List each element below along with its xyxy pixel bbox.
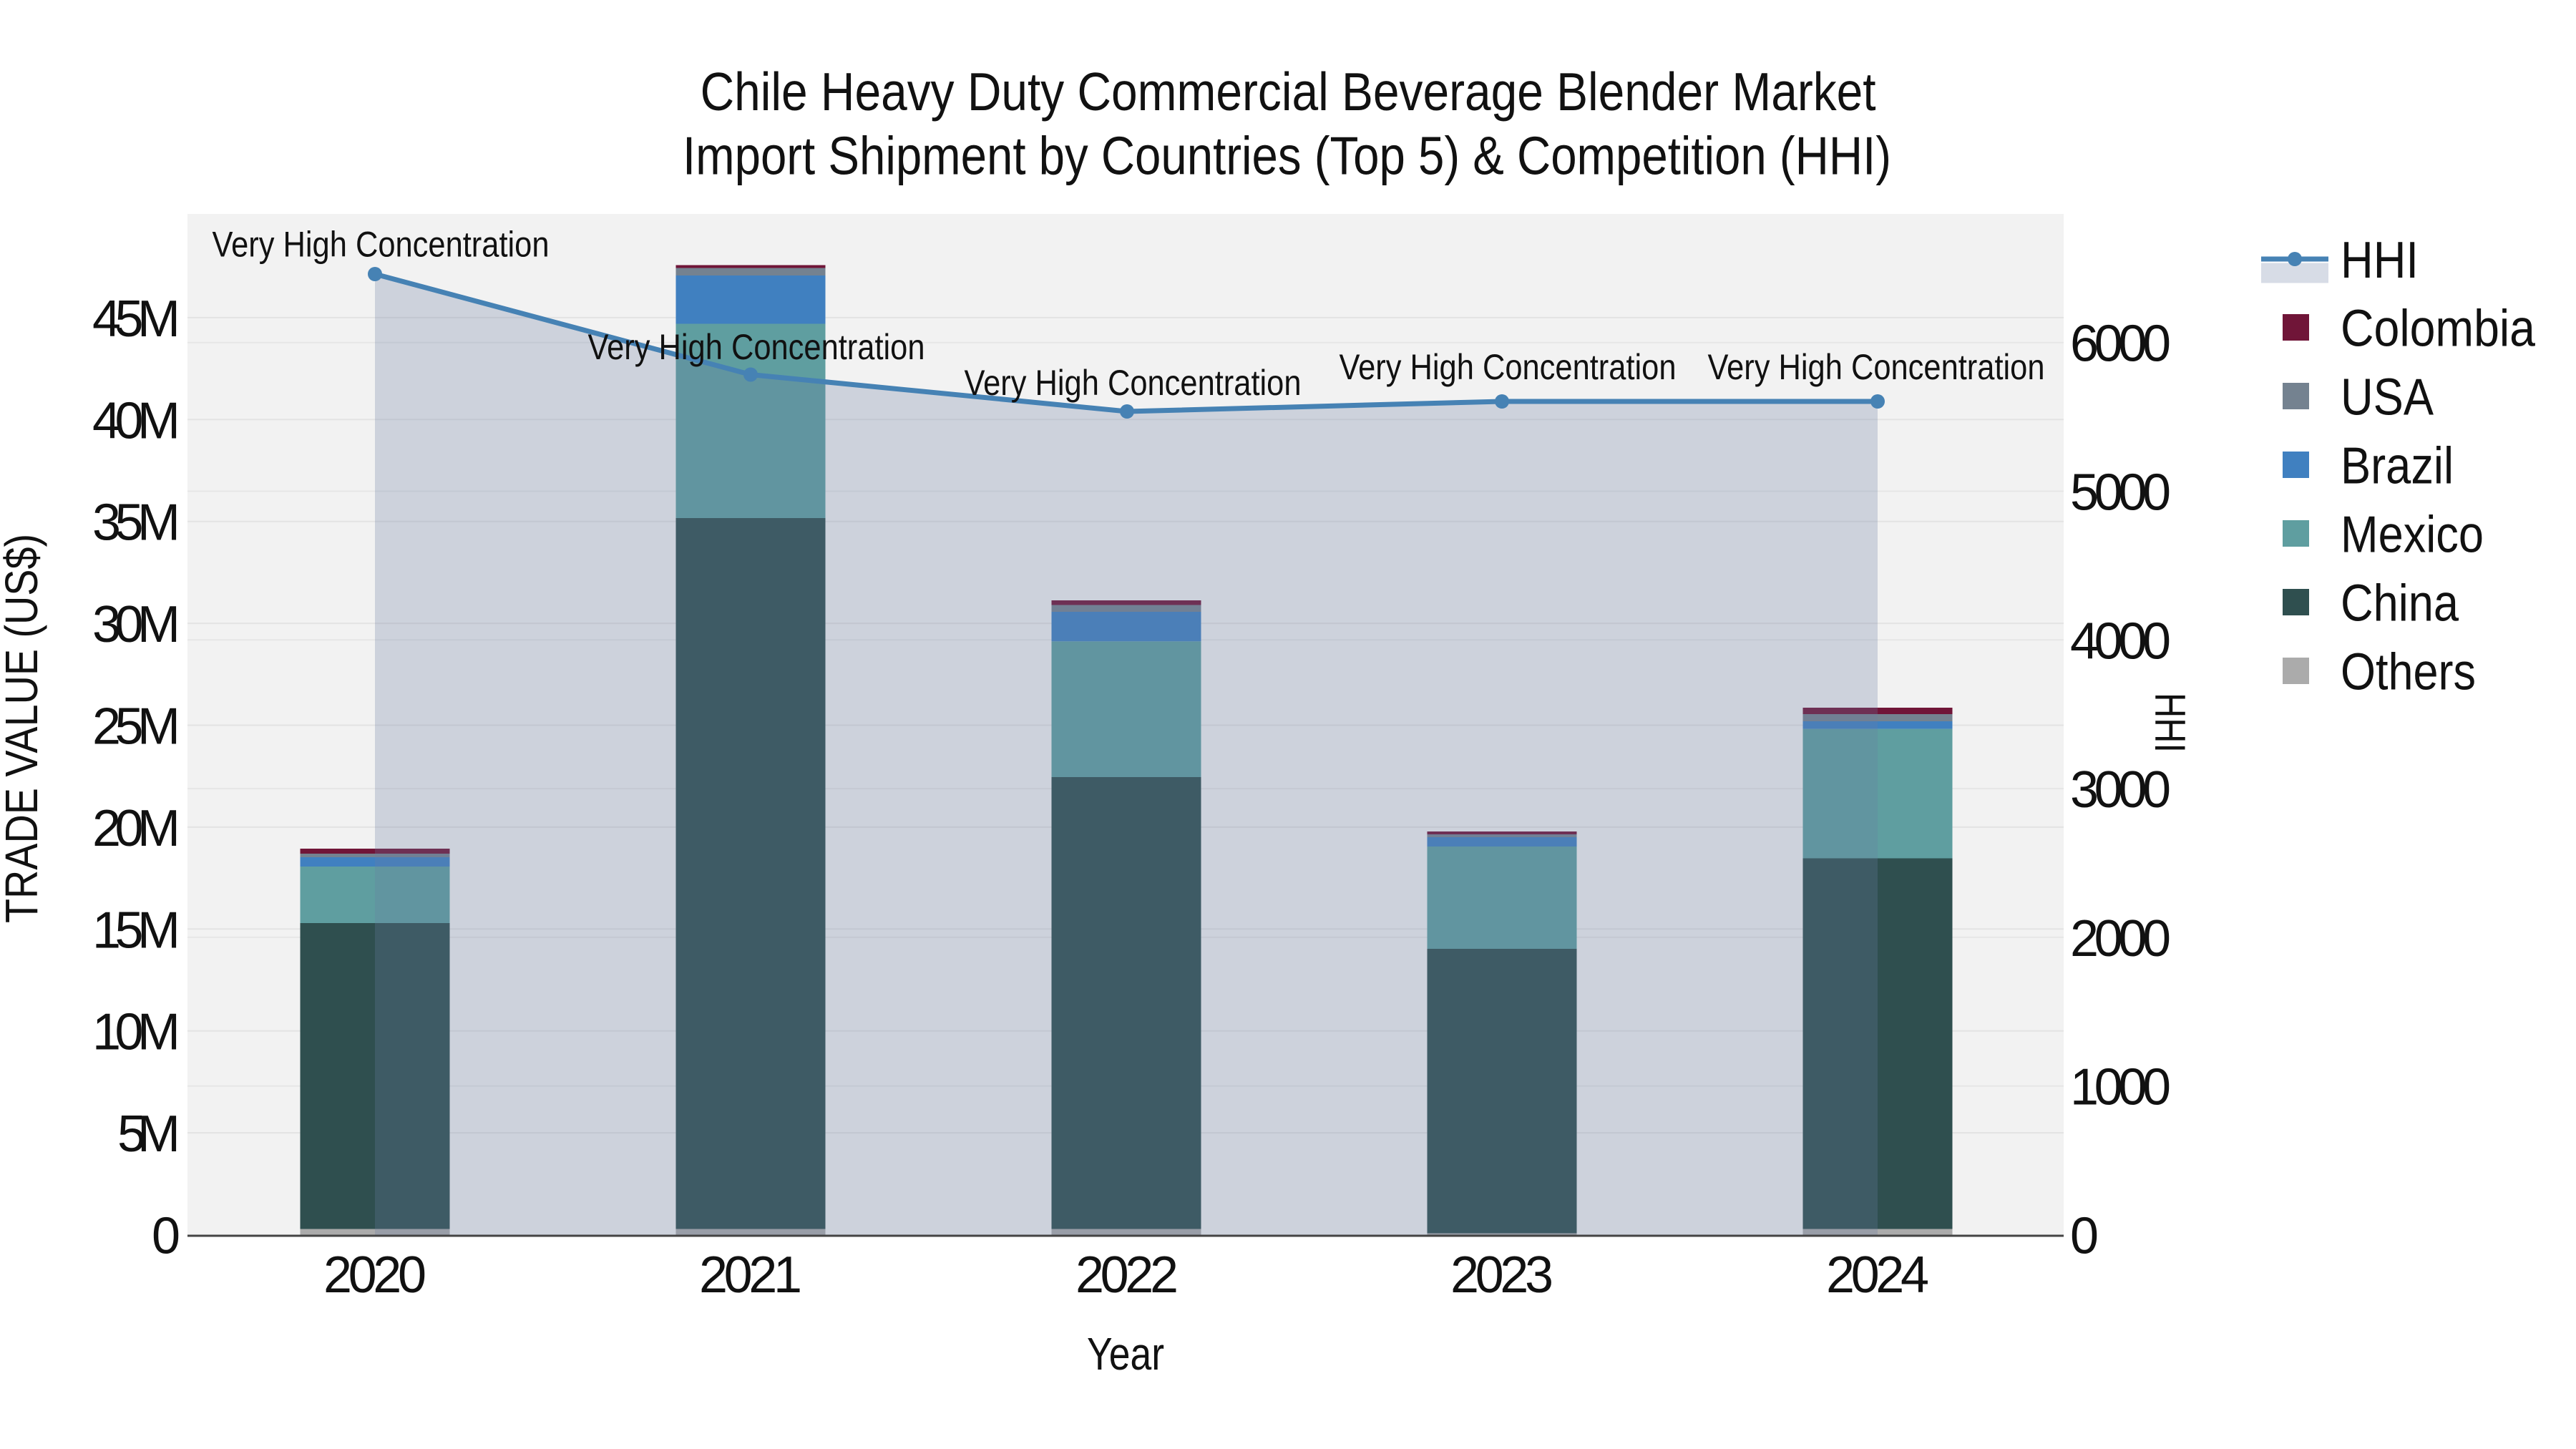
svg-text:25M: 25M	[92, 698, 180, 756]
svg-text:0: 0	[152, 1208, 180, 1265]
svg-text:6000: 6000	[2070, 316, 2171, 373]
svg-text:5000: 5000	[2070, 464, 2171, 522]
svg-text:2022: 2022	[1075, 1246, 1179, 1304]
svg-text:Import Shipment by Countries (: Import Shipment by Countries (Top 5) & C…	[683, 125, 1891, 185]
svg-text:Brazil: Brazil	[2341, 438, 2454, 495]
svg-text:30M: 30M	[92, 596, 180, 653]
svg-text:Mexico: Mexico	[2341, 507, 2484, 564]
svg-text:2021: 2021	[699, 1246, 802, 1304]
svg-text:Chile Heavy Duty Commercial Be: Chile Heavy Duty Commercial Beverage Ble…	[701, 62, 1876, 122]
svg-text:3000: 3000	[2070, 761, 2171, 819]
svg-text:35M: 35M	[92, 494, 180, 552]
svg-text:Very High Concentration: Very High Concentration	[1708, 347, 2045, 387]
svg-text:TRADE VALUE (US$): TRADE VALUE (US$)	[0, 534, 47, 923]
svg-text:Very High Concentration: Very High Concentration	[213, 225, 550, 265]
svg-text:USA: USA	[2341, 369, 2434, 426]
svg-text:5M: 5M	[117, 1106, 180, 1163]
svg-text:Others: Others	[2341, 644, 2476, 701]
svg-text:0: 0	[2070, 1208, 2099, 1265]
svg-text:1000: 1000	[2070, 1059, 2171, 1116]
svg-text:Colombia: Colombia	[2341, 301, 2536, 358]
svg-text:HHI: HHI	[2146, 693, 2194, 753]
svg-text:15M: 15M	[92, 902, 180, 959]
svg-text:Very High Concentration: Very High Concentration	[965, 363, 1302, 403]
svg-text:2024: 2024	[1826, 1246, 1929, 1304]
svg-text:HHI: HHI	[2341, 232, 2419, 289]
svg-text:Very High Concentration: Very High Concentration	[588, 327, 925, 367]
svg-text:40M: 40M	[92, 392, 180, 449]
svg-text:2000: 2000	[2070, 910, 2171, 967]
svg-text:45M: 45M	[92, 291, 180, 348]
svg-text:4000: 4000	[2070, 613, 2171, 670]
svg-text:2023: 2023	[1450, 1246, 1553, 1304]
svg-text:2020: 2020	[323, 1246, 426, 1304]
svg-text:10M: 10M	[92, 1004, 180, 1061]
svg-text:Year: Year	[1087, 1328, 1164, 1380]
svg-text:Very High Concentration: Very High Concentration	[1340, 347, 1677, 387]
svg-text:20M: 20M	[92, 800, 180, 857]
svg-text:China: China	[2341, 575, 2459, 633]
